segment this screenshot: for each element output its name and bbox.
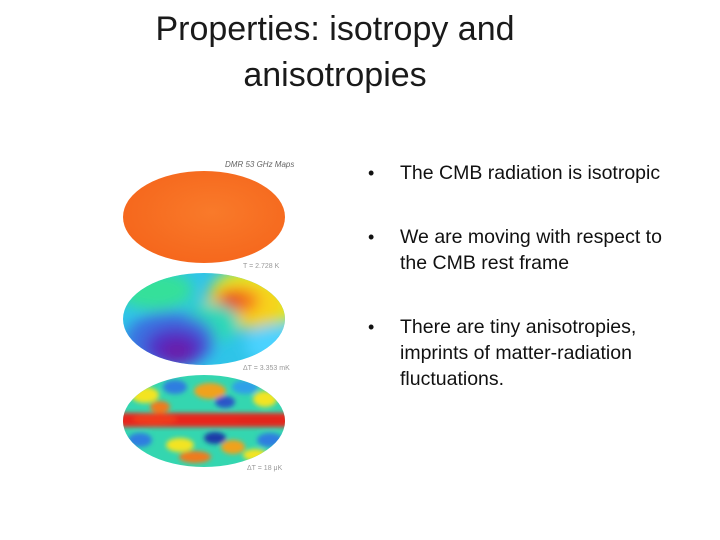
bullet-dot: • [368,227,375,247]
bullet-item-motion: • We are moving with respect to the CMB … [368,224,668,276]
slide-title: Properties: isotropy and anisotropies [130,6,540,98]
bullet-dot: • [368,163,375,183]
figure-heading: DMR 53 GHz Maps [225,160,294,169]
bullet-item-isotropic: • The CMB radiation is isotropic [368,160,668,186]
dipole-caption: ΔT = 3.353 mK [243,365,290,372]
title-line-1: Properties: isotropy and [155,10,515,48]
bullet-text: The CMB radiation is isotropic [400,162,661,184]
title-line-2: anisotropies [243,56,427,94]
bullet-list: • The CMB radiation is isotropic • We ar… [368,160,668,430]
cmb-maps-figure: DMR 53 GHz Maps T = 2.728 K [115,155,305,480]
monopole-map [123,171,285,263]
bullet-text: We are moving with respect to the CMB re… [400,226,662,274]
fluctuations-map [123,375,285,467]
bullet-dot: • [368,317,375,337]
dipole-map [123,273,285,365]
monopole-caption: T = 2.728 K [243,263,280,270]
cmb-maps-image: DMR 53 GHz Maps T = 2.728 K [123,160,294,472]
bullet-text: There are tiny anisotropies, imprints of… [400,316,637,390]
bullet-item-anisotropies: • There are tiny anisotropies, imprints … [368,314,668,392]
fluctuations-caption: ΔT = 18 μK [247,465,283,472]
